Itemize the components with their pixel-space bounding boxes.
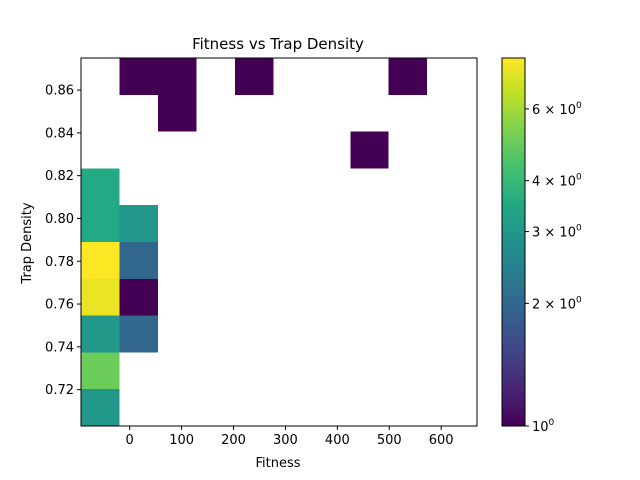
heatmap-cell bbox=[234, 58, 274, 95]
y-tick-label: 0.80 bbox=[45, 212, 74, 227]
colorbar-tick-label: 4 × 100 bbox=[532, 173, 582, 190]
colorbar: 100 2 × 100 3 × 100 4 × 100 6 × 100 bbox=[501, 57, 582, 435]
heatmap-cell bbox=[81, 315, 120, 353]
heatmap-cell bbox=[81, 389, 120, 426]
heatmap-cell bbox=[81, 278, 120, 316]
x-tick-label: 200 bbox=[221, 433, 246, 448]
y-tick-label: 0.78 bbox=[45, 255, 74, 270]
x-tick-label: 0 bbox=[126, 433, 134, 448]
y-tick-label: 0.72 bbox=[45, 383, 74, 398]
heatmap-cell bbox=[119, 315, 158, 353]
colorbar-tick-label: 2 × 100 bbox=[532, 295, 582, 312]
x-tick-label: 300 bbox=[273, 433, 298, 448]
x-tick-label: 500 bbox=[377, 433, 402, 448]
heatmap-cells bbox=[81, 58, 428, 426]
y-tick-label: 0.74 bbox=[45, 340, 74, 355]
colorbar-tick-label: 6 × 100 bbox=[532, 101, 582, 118]
heatmap-cell bbox=[81, 168, 120, 206]
y-tick-label: 0.76 bbox=[45, 298, 74, 313]
colorbar-tick-label: 100 bbox=[532, 418, 555, 435]
x-tick-label: 400 bbox=[325, 433, 350, 448]
colorbar-tick-label: 3 × 100 bbox=[532, 224, 582, 241]
heatmap-cell bbox=[119, 278, 158, 316]
heatmap-cell bbox=[157, 58, 197, 95]
heatmap-cell bbox=[119, 205, 158, 242]
heatmap-cell bbox=[350, 131, 389, 169]
y-tick-label: 0.84 bbox=[45, 126, 74, 141]
heatmap-cell bbox=[388, 58, 428, 95]
x-tick-label: 100 bbox=[169, 433, 194, 448]
y-tick-label: 0.82 bbox=[45, 169, 74, 184]
heatmap-cell bbox=[81, 242, 120, 279]
colorbar-gradient bbox=[502, 58, 525, 426]
heatmap-cell bbox=[81, 352, 120, 390]
heatmap-cell bbox=[81, 205, 120, 242]
plot-frame bbox=[80, 57, 478, 427]
chart-title: Fitness vs Trap Density bbox=[192, 35, 364, 53]
heatmap-cell bbox=[157, 94, 197, 132]
heatmap-cell bbox=[119, 58, 158, 95]
y-axis-title: Trap Density bbox=[20, 202, 35, 284]
colorbar-frame bbox=[501, 57, 526, 427]
y-tick-label: 0.86 bbox=[45, 84, 74, 99]
plot-area: 0 100 200 300 400 500 600 0.72 0.74 0.76 0.78 0.80 0… bbox=[45, 57, 478, 448]
x-axis-title: Fitness bbox=[255, 456, 300, 471]
heatmap-cell bbox=[119, 242, 158, 279]
x-tick-label: 600 bbox=[429, 433, 454, 448]
